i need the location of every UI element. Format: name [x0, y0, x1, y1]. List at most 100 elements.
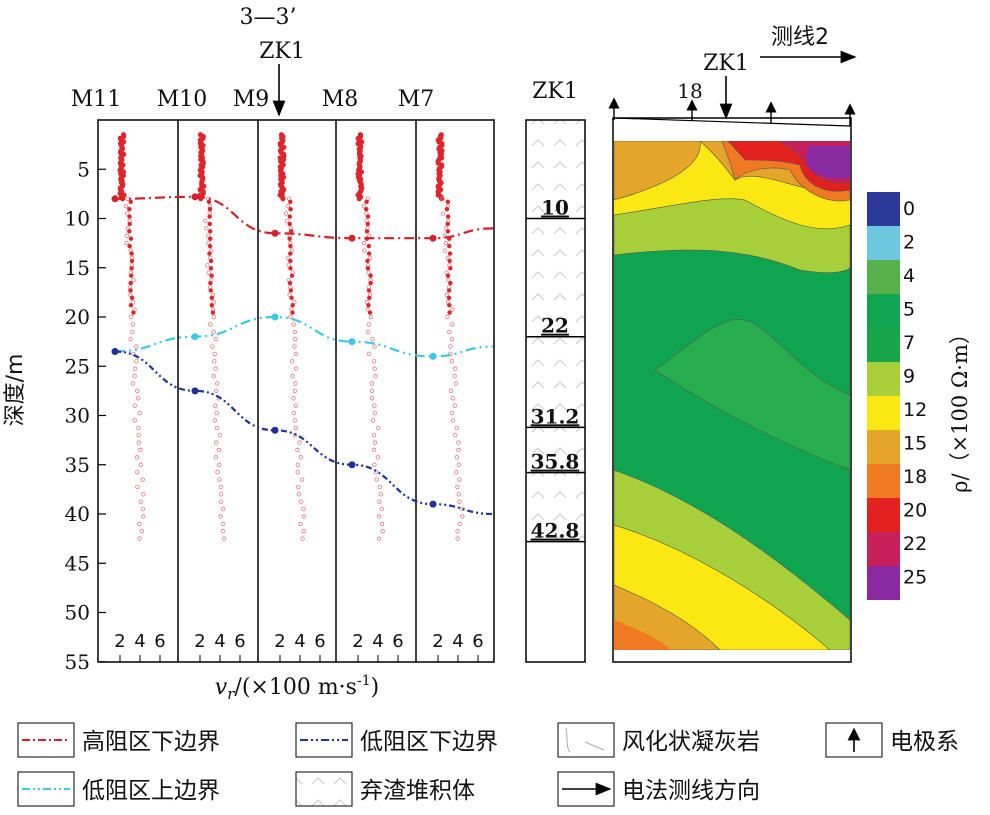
- colorbar: 0 2 4 5 7 9 12 15 18 20 22 25: [867, 192, 927, 600]
- velocity-point: [365, 266, 371, 271]
- velocity-point: [211, 329, 216, 334]
- velocity-point: [299, 477, 305, 482]
- legend-label-weathered-tuff: 风化状凝灰岩: [622, 729, 760, 755]
- column-x-tick-label: 4: [134, 631, 145, 652]
- velocity-point: [204, 226, 209, 231]
- y-tick-label: 15: [65, 256, 90, 280]
- colorbar-tick-label: 9: [903, 366, 915, 388]
- velocity-point: [447, 310, 452, 315]
- velocity-point: [288, 243, 293, 249]
- velocity-point: [138, 462, 144, 467]
- velocity-point: [135, 484, 140, 490]
- velocity-point: [287, 214, 293, 219]
- boundary-line-2: [114, 350, 494, 516]
- velocity-point: [379, 506, 384, 512]
- velocity-point: [288, 266, 293, 271]
- velocity-point: [365, 214, 371, 219]
- velocity-point: [375, 455, 381, 460]
- velocity-point: [218, 514, 223, 519]
- velocity-point: [455, 484, 460, 490]
- colorbar-swatch: [867, 498, 900, 532]
- velocity-point: [128, 336, 133, 342]
- column-label-m7: M7: [398, 87, 435, 112]
- velocity-point: [297, 440, 302, 445]
- velocity-point: [298, 521, 303, 527]
- velocity-point: [136, 440, 141, 445]
- velocity-point: [365, 221, 370, 227]
- boundary-point: [271, 229, 279, 237]
- velocity-point: [206, 199, 212, 204]
- resistivity-contours: [614, 141, 850, 650]
- velocity-point: [209, 295, 215, 301]
- velocity-point: [207, 214, 212, 219]
- velocity-point: [376, 536, 382, 541]
- velocity-point: [442, 248, 448, 253]
- velocity-point: [366, 351, 372, 357]
- column-x-tick-label: 2: [274, 631, 285, 652]
- colorbar-tick-label: 25: [903, 567, 927, 589]
- velocity-point: [447, 329, 452, 334]
- velocity-point: [288, 229, 294, 234]
- velocity-point: [448, 266, 453, 271]
- colorbar-swatch: [867, 566, 900, 600]
- velocity-points: [117, 132, 465, 541]
- velocity-point: [449, 410, 455, 416]
- colorbar-tick-label: 7: [903, 332, 915, 354]
- column-label-m9: M9: [233, 87, 270, 112]
- velocity-point: [130, 381, 136, 386]
- velocity-point: [288, 251, 293, 256]
- velocity-point: [137, 410, 142, 416]
- column-x-tick-label: 4: [294, 631, 305, 652]
- velocity-point: [203, 218, 208, 224]
- colorbar-tick-label: 5: [903, 299, 915, 321]
- colorbar-swatch: [867, 328, 900, 362]
- velocity-point: [453, 381, 459, 386]
- colorbar-swatch: [867, 464, 900, 498]
- y-tick-label: 40: [65, 502, 90, 526]
- velocity-point: [215, 469, 220, 475]
- velocity-point: [130, 329, 135, 334]
- velocity-point: [446, 277, 451, 283]
- velocity-point: [128, 236, 134, 241]
- velocity-point: [287, 280, 293, 286]
- zk1-marker-label: ZK1: [259, 39, 305, 64]
- colorbar-swatch: [867, 362, 900, 396]
- velocity-point: [443, 240, 449, 246]
- velocity-point: [453, 366, 458, 371]
- y-tick-label: 10: [65, 207, 90, 231]
- velocity-point: [213, 388, 219, 394]
- column-x-tick-label: 6: [314, 631, 325, 652]
- velocity-point: [140, 477, 145, 482]
- velocity-point: [214, 425, 220, 431]
- velocity-point: [141, 492, 146, 497]
- velocity-point: [209, 303, 215, 308]
- velocity-point: [456, 447, 461, 453]
- velocity-point: [452, 403, 458, 408]
- colorbar-swatch: [867, 192, 900, 226]
- column-x-tick-label: 4: [372, 631, 383, 652]
- velocity-point: [209, 273, 214, 278]
- velocity-point: [456, 462, 462, 467]
- boundary-point: [191, 387, 199, 395]
- velocity-point: [289, 273, 295, 278]
- velocity-point: [290, 373, 295, 379]
- velocity-point: [365, 258, 370, 264]
- velocity-point: [127, 229, 132, 234]
- velocity-point: [456, 492, 461, 497]
- borehole-title: ZK1: [532, 79, 578, 104]
- velocity-point: [364, 229, 370, 234]
- velocity-point: [440, 211, 446, 216]
- velocity-point: [292, 433, 298, 438]
- velocity-point: [290, 303, 295, 308]
- velocity-point: [131, 310, 136, 315]
- velocity-point: [295, 447, 300, 453]
- velocity-point: [210, 344, 215, 349]
- velocity-point: [366, 322, 372, 327]
- velocity-point: [287, 236, 292, 241]
- velocity-point: [365, 307, 371, 312]
- velocity-point: [132, 418, 137, 423]
- velocity-point: [129, 251, 134, 256]
- borehole-depth-label: 22: [541, 314, 569, 338]
- velocity-point: [291, 396, 296, 401]
